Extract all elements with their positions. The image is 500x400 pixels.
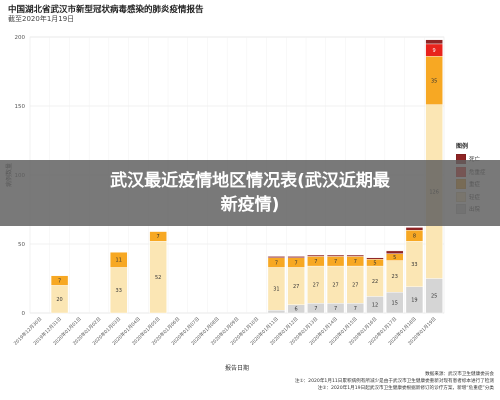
bar-data-label: 7 xyxy=(354,259,357,265)
bar-segment xyxy=(110,252,128,268)
y-tick-label: 150 xyxy=(15,104,26,110)
bar-segment xyxy=(287,256,305,259)
bar-data-label: 31 xyxy=(273,287,279,293)
bar-data-label: 7 xyxy=(275,260,278,266)
bar-segment xyxy=(267,256,286,259)
bar-segment xyxy=(405,227,424,231)
bar-data-label: 7 xyxy=(157,234,160,240)
bar-data-label: 11 xyxy=(116,258,122,264)
bar-segment xyxy=(425,39,443,45)
y-tick-label: 50 xyxy=(18,242,25,248)
bar-data-label: 35 xyxy=(431,78,437,84)
footer-note-1: 注①：2020年1月11日累积病例有所减少是由于武汉市卫生健康委重新对现有患者标… xyxy=(294,378,494,384)
bar-data-label: 7 xyxy=(314,259,317,265)
bar-data-label: 33 xyxy=(411,262,417,268)
footer-source: 数据来源：武汉市卫生健康委员会 xyxy=(425,372,494,377)
bar-segment xyxy=(326,254,345,257)
bar-data-label: 7 xyxy=(354,306,357,312)
bar-segment xyxy=(386,250,404,254)
y-tick-label: 0 xyxy=(22,311,26,317)
banner-title-line-2: 新疫情) xyxy=(220,195,280,215)
bar-data-label: 27 xyxy=(293,284,299,290)
bar-data-label: 22 xyxy=(372,279,378,285)
bar-data-label: 7 xyxy=(334,306,337,312)
chart-footer: 数据来源：武汉市卫生健康委员会 注①：2020年1月11日累积病例有所减少是由于… xyxy=(295,372,494,392)
bar-data-label: 27 xyxy=(332,283,338,289)
bar-data-label: 7 xyxy=(314,306,317,312)
bar-segment xyxy=(346,254,364,257)
chart-title: 中国湖北省武汉市新型冠状病毒感染的肺炎疫情报告 xyxy=(8,5,204,15)
bar-segment xyxy=(307,254,325,257)
title-banner: 武汉最近疫情地区情况表(武汉近期最 新疫情) xyxy=(0,160,500,226)
banner-title-line-1: 武汉最近疫情地区情况表(武汉近期最 xyxy=(110,171,390,191)
bar-data-label: 25 xyxy=(431,294,437,300)
bar-data-label: 27 xyxy=(313,283,319,289)
bar-segment xyxy=(149,231,167,242)
bar-data-label: 15 xyxy=(392,300,398,306)
bar-data-label: 5 xyxy=(373,260,376,266)
bar-data-label: 12 xyxy=(372,303,378,309)
bar-segment xyxy=(50,275,69,286)
bar-data-label: 7 xyxy=(58,278,61,284)
legend-title: 图例 xyxy=(456,143,469,150)
bar-data-label: 27 xyxy=(352,283,358,289)
bar-data-label: 5 xyxy=(393,255,396,261)
footer-note-2: 注②：2020年1月19日起武汉市卫生健康委根据新修订的诊疗方案，新增“危重症”… xyxy=(317,385,494,391)
bar-data-label: 33 xyxy=(116,288,122,294)
bar-segment xyxy=(267,310,286,314)
bar-data-label: 7 xyxy=(334,259,337,265)
x-axis-title: 报告日期 xyxy=(225,364,249,372)
chart-subtitle: 截至2020年1月19日 xyxy=(8,15,75,23)
bar-data-label: 19 xyxy=(411,298,417,304)
bar-segment xyxy=(366,257,384,260)
bar-data-label: 23 xyxy=(392,274,398,280)
bar-data-label: 7 xyxy=(295,260,298,266)
y-tick-label: 200 xyxy=(15,35,26,41)
bar-data-label: 9 xyxy=(433,48,436,54)
bar-data-label: 6 xyxy=(295,307,298,313)
bar-data-label: 52 xyxy=(155,275,161,281)
bar-data-label: 8 xyxy=(413,234,416,240)
bar-data-label: 20 xyxy=(56,297,62,303)
